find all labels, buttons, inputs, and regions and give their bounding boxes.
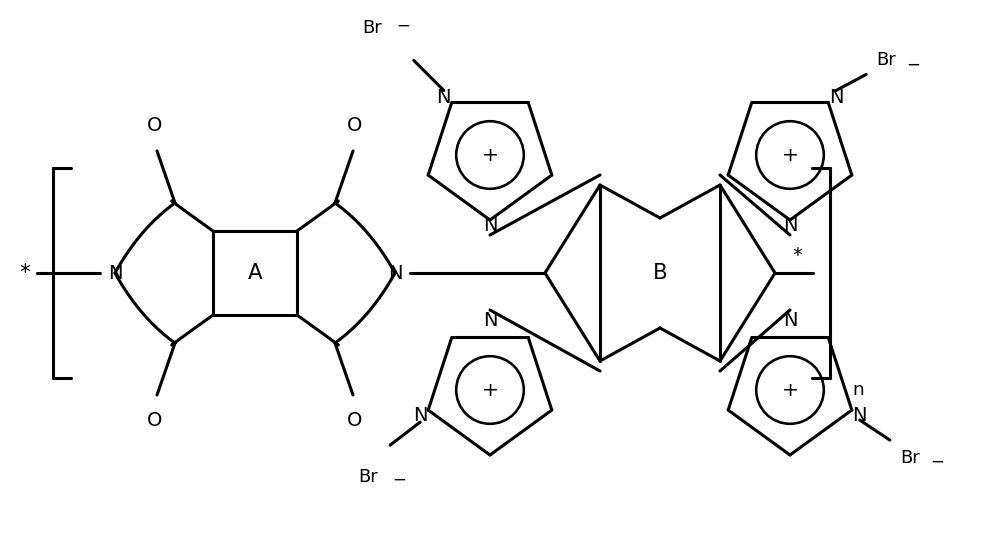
Text: −: − [930,453,944,471]
Text: +: + [781,146,798,165]
Text: Br: Br [900,449,920,467]
Text: −: − [906,56,920,74]
Text: +: + [482,146,498,165]
Text: B: B [653,263,667,283]
Text: A: A [248,263,262,283]
Text: Br: Br [362,20,382,38]
Text: N: N [388,263,402,282]
Text: N: N [483,215,497,234]
Text: O: O [147,411,163,431]
Text: O: O [347,411,363,431]
Text: N: N [108,263,122,282]
Text: +: + [482,380,498,399]
Text: O: O [347,116,363,135]
Text: N: N [437,88,451,107]
Text: n: n [852,381,864,399]
Text: N: N [829,88,843,107]
Text: *: * [20,263,30,283]
Text: Br: Br [358,468,378,486]
Text: N: N [783,311,797,330]
Text: O: O [147,116,163,135]
Text: *: * [792,245,802,264]
Text: −: − [392,471,406,489]
Text: Br: Br [876,51,896,69]
Text: N: N [483,311,497,330]
Text: −: − [396,16,410,34]
Text: N: N [853,405,867,425]
Text: N: N [783,215,797,234]
Text: +: + [781,380,798,399]
Text: N: N [413,405,427,425]
